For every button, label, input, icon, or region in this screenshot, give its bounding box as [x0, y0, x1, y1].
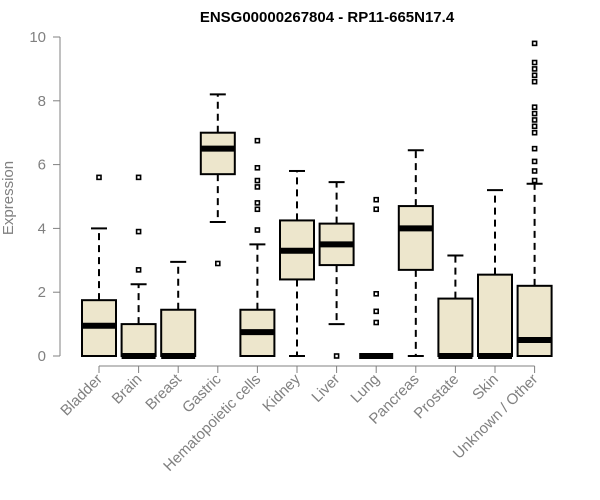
x-tick-label: Skin: [469, 371, 502, 404]
outlier-point: [373, 206, 380, 213]
outlier-point: [373, 196, 380, 203]
box-group: [477, 189, 513, 359]
box-group: [81, 174, 117, 357]
outlier-point: [531, 145, 538, 152]
y-tick-label: 2: [38, 284, 46, 301]
outlier-point: [333, 353, 340, 359]
chart-title: ENSG00000267804 - RP11-665N17.4: [200, 9, 455, 26]
outlier-point: [373, 319, 380, 326]
box-group: [318, 181, 355, 359]
y-tick-label: 0: [38, 348, 46, 365]
box-iqr: [437, 297, 474, 357]
box-iqr: [199, 131, 236, 176]
x-tick-label: Prostate: [411, 371, 463, 423]
y-axis-label: Expression: [0, 161, 17, 235]
outlier-point: [254, 227, 261, 233]
outlier-point: [373, 308, 380, 315]
box-series: [81, 40, 553, 359]
outlier-point: [531, 129, 538, 136]
outlier-point: [254, 200, 261, 206]
outlier-point: [531, 59, 538, 66]
box-group: [437, 254, 474, 359]
box-iqr: [516, 284, 553, 358]
outlier-point: [254, 164, 261, 171]
box-group: [279, 169, 315, 357]
outlier-point: [531, 123, 538, 130]
y-tick-label: 8: [38, 93, 46, 110]
box-group: [199, 93, 236, 267]
box-group: [120, 174, 157, 359]
outlier-point: [254, 184, 261, 190]
box-iqr: [477, 273, 513, 357]
outlier-point: [135, 174, 142, 181]
x-tick-label: Liver: [308, 371, 343, 406]
x-tick-label: Brain: [109, 371, 146, 408]
outlier-point: [531, 66, 538, 72]
y-tick-label: 6: [38, 157, 46, 174]
outlier-point: [254, 206, 261, 213]
outlier-point: [135, 267, 142, 273]
y-tick-label: 4: [38, 220, 46, 237]
x-tick-label: Kidney: [259, 370, 304, 415]
outlier-point: [373, 290, 380, 297]
outlier-point: [135, 228, 142, 235]
box-group: [160, 260, 197, 359]
outlier-point: [531, 177, 538, 184]
y-axis: 0 2 4 6 8 10: [29, 29, 61, 365]
box-group: [359, 196, 394, 359]
outlier-point: [531, 110, 538, 117]
box-group: [397, 149, 434, 357]
outlier-point: [531, 117, 538, 123]
outlier-point: [531, 104, 538, 110]
box-iqr: [160, 308, 197, 357]
outlier-point: [96, 174, 102, 181]
outlier-point: [531, 78, 538, 85]
outlier-point: [215, 260, 221, 267]
outlier-point: [254, 177, 261, 184]
x-tick-label: Lung: [347, 371, 383, 407]
outlier-point: [531, 168, 538, 174]
outlier-point: [531, 158, 538, 165]
outlier-point: [254, 137, 261, 144]
box-group: [516, 40, 553, 358]
box-iqr: [397, 205, 434, 271]
outlier-point: [531, 40, 538, 47]
box-iqr: [120, 323, 157, 358]
box-group: [239, 137, 276, 357]
x-tick-label: Breast: [142, 370, 185, 413]
outlier-point: [531, 72, 538, 79]
x-tick-label: Bladder: [57, 371, 106, 420]
y-tick-label: 10: [29, 29, 46, 46]
